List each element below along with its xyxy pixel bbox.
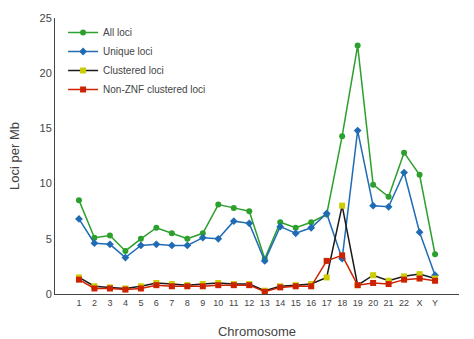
svg-text:12: 12 (244, 298, 254, 308)
svg-text:25: 25 (40, 12, 52, 24)
svg-text:6: 6 (154, 298, 159, 308)
svg-text:10: 10 (40, 177, 52, 189)
svg-text:14: 14 (275, 298, 285, 308)
svg-text:13: 13 (260, 298, 270, 308)
svg-text:20: 20 (368, 298, 378, 308)
svg-text:Chromosome: Chromosome (218, 324, 296, 339)
svg-text:17: 17 (322, 298, 332, 308)
svg-text:5: 5 (138, 298, 143, 308)
svg-text:21: 21 (384, 298, 394, 308)
svg-text:2: 2 (92, 298, 97, 308)
svg-text:9: 9 (200, 298, 205, 308)
svg-text:20: 20 (40, 67, 52, 79)
svg-text:5: 5 (46, 233, 52, 245)
svg-text:15: 15 (291, 298, 301, 308)
svg-text:22: 22 (399, 298, 409, 308)
svg-text:All loci: All loci (103, 27, 132, 38)
svg-text:1: 1 (76, 298, 81, 308)
svg-text:18: 18 (337, 298, 347, 308)
svg-text:X: X (417, 298, 423, 308)
svg-text:19: 19 (353, 298, 363, 308)
svg-text:Loci per Mb: Loci per Mb (7, 122, 22, 190)
svg-text:Unique loci: Unique loci (103, 46, 152, 57)
svg-text:7: 7 (169, 298, 174, 308)
svg-text:10: 10 (213, 298, 223, 308)
svg-text:11: 11 (229, 298, 238, 308)
svg-text:3: 3 (107, 298, 112, 308)
svg-text:8: 8 (185, 298, 190, 308)
svg-text:15: 15 (40, 122, 52, 134)
svg-text:Non-ZNF clustered loci: Non-ZNF clustered loci (103, 84, 205, 95)
svg-text:Clustered loci: Clustered loci (103, 65, 164, 76)
svg-text:16: 16 (306, 298, 316, 308)
svg-text:Y: Y (432, 298, 438, 308)
svg-text:0: 0 (46, 288, 52, 300)
svg-text:4: 4 (123, 298, 128, 308)
